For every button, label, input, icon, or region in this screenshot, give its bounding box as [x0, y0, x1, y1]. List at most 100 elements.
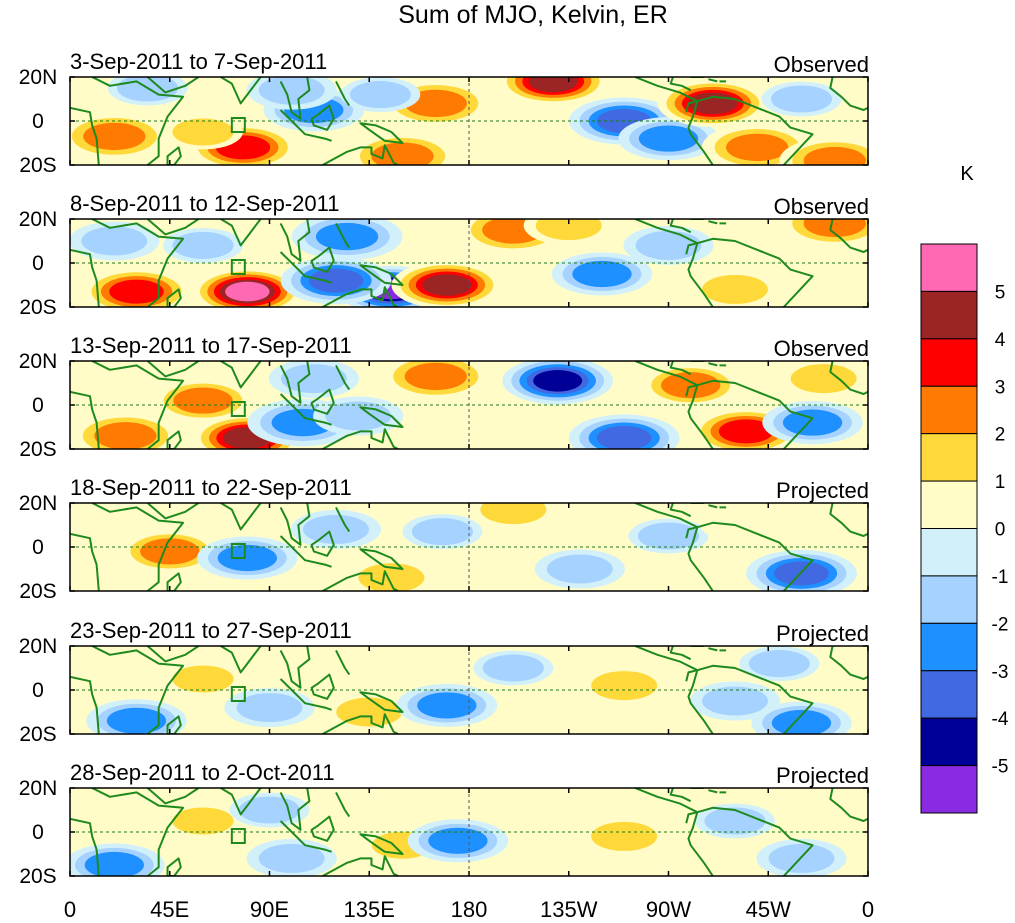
coastline: [322, 428, 399, 449]
reference-box: [230, 543, 246, 559]
lat-tick-label: 0: [32, 679, 44, 702]
coastline: [634, 646, 699, 682]
anomaly-contour: [258, 843, 325, 873]
anomaly-contour: [225, 281, 270, 302]
coastline: [690, 361, 727, 367]
panel-status: Observed: [774, 52, 869, 77]
anomaly-contour: [790, 364, 857, 394]
anomaly-contour: [303, 514, 369, 544]
colorbar-level-label: 2: [995, 425, 1006, 446]
coastline: [279, 219, 311, 262]
coastline: [322, 855, 399, 876]
coastline: [91, 788, 185, 876]
colorbar-swatch: [920, 338, 978, 387]
reference-box: [230, 401, 246, 417]
coastline: [279, 361, 311, 404]
lat-tick-label: 20N: [19, 208, 58, 231]
colorbar-swatch: [920, 717, 978, 767]
anomaly-contour: [258, 77, 325, 105]
anomaly-contour: [528, 77, 578, 93]
coastline: [70, 675, 100, 734]
lon-tick-label: 90W: [646, 897, 691, 922]
coastline: [690, 646, 727, 652]
anomaly-contour: [84, 851, 144, 876]
anomaly-contour: [417, 692, 477, 719]
anomaly-contour: [480, 503, 547, 525]
panel-date-range: 23-Sep-2011 to 27-Sep-2011: [70, 618, 352, 643]
coastlines: [70, 503, 868, 591]
coastline: [70, 817, 100, 876]
coastline: [220, 361, 262, 389]
lat-tick-label: 20N: [19, 66, 58, 89]
colorbar-swatch: [920, 528, 978, 577]
lat-tick-label: 20S: [19, 438, 56, 461]
anomaly-field: [70, 361, 868, 449]
coastline: [687, 384, 714, 449]
panel: 20N 0 20S 18-Sep-2011 to 22-Sep-2011 Project…: [19, 475, 869, 603]
coastline: [279, 646, 311, 689]
coastline: [359, 122, 404, 144]
coastline: [70, 390, 100, 449]
anomaly-contour: [482, 654, 544, 682]
coastline: [829, 219, 868, 253]
colorbar-swatch: [920, 433, 978, 482]
colorbar-swatch: [920, 622, 978, 672]
anomaly-contour: [172, 665, 234, 693]
coastline: [634, 361, 699, 397]
lat-tick-label: 0: [32, 394, 44, 417]
panel-status: Observed: [774, 336, 869, 361]
anomaly-field: [86, 646, 852, 734]
colorbar-level-label: 4: [995, 330, 1006, 351]
anomaly-contour: [726, 133, 789, 162]
coastline: [70, 106, 100, 165]
anomaly-contour: [349, 81, 411, 109]
lat-tick-label: 20N: [19, 350, 58, 373]
coastline: [335, 791, 351, 818]
coastline: [335, 649, 351, 676]
coastline: [634, 788, 699, 824]
lat-tick-label: 0: [32, 536, 44, 559]
coastline: [220, 77, 262, 105]
coastline: [146, 361, 200, 378]
anomaly-contour: [428, 827, 488, 854]
coastline: [279, 503, 311, 546]
coastline: [91, 219, 185, 307]
coastline: [829, 503, 868, 537]
anomaly-contour: [83, 122, 146, 151]
lat-tick-label: 0: [32, 252, 44, 275]
lat-tick-label: 20N: [19, 492, 58, 515]
colorbar-swatch: [920, 670, 978, 719]
colorbar-level-label: -5: [992, 757, 1009, 778]
coastline: [91, 503, 185, 591]
coastline: [70, 248, 100, 307]
anomaly-contour: [280, 364, 347, 394]
lon-tick-label: 135W: [540, 897, 598, 922]
coastline: [359, 548, 404, 570]
colorbar-level-label: -3: [992, 662, 1009, 683]
coastline: [687, 242, 714, 307]
anomaly-contour: [173, 387, 233, 414]
colorbar-level-label: 1: [995, 472, 1006, 493]
reference-box: [230, 828, 246, 844]
lon-tick-label: 135E: [344, 897, 395, 922]
coastlines: [70, 77, 868, 165]
anomaly-contour: [748, 650, 810, 678]
anomaly-contour: [106, 707, 167, 734]
anomaly-contour: [404, 362, 467, 391]
coastline: [669, 361, 692, 376]
panel-date-range: 28-Sep-2011 to 2-Oct-2011: [70, 760, 335, 785]
anomaly-contour: [422, 274, 472, 296]
coastline: [697, 806, 814, 876]
coastline: [335, 80, 351, 107]
coastline: [335, 222, 351, 249]
anomaly-contour: [172, 118, 234, 146]
coastline: [310, 815, 335, 842]
anomaly-contour: [81, 226, 148, 256]
coastline: [829, 77, 868, 111]
lat-tick-label: 20S: [19, 154, 56, 177]
colorbar-level-label: -1: [992, 567, 1009, 588]
coastline: [359, 691, 404, 713]
reference-box: [230, 259, 246, 275]
coastline: [166, 146, 182, 165]
lon-tick-label: 0: [64, 897, 76, 922]
